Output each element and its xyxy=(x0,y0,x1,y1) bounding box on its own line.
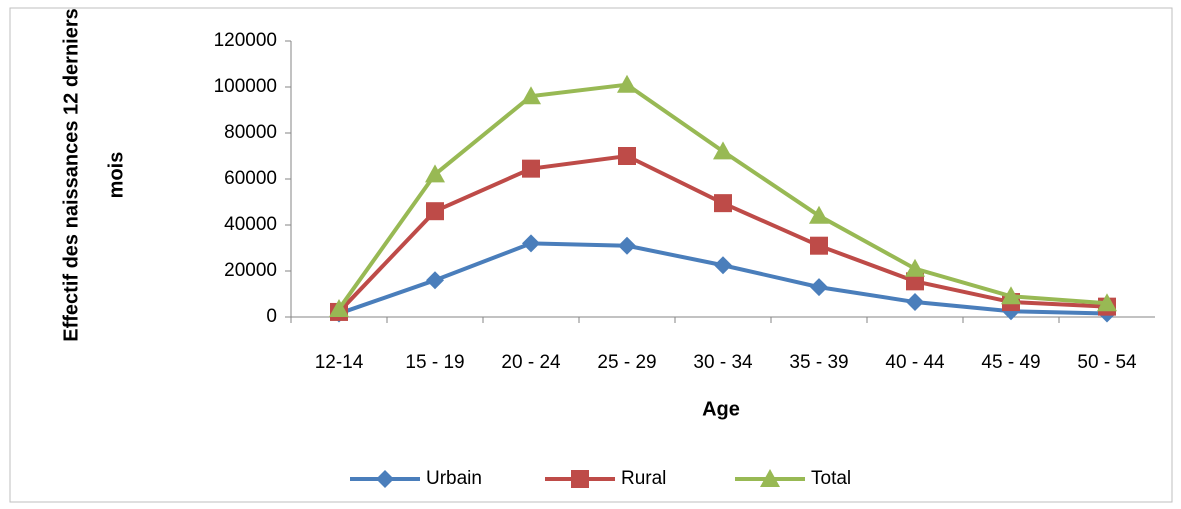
marker xyxy=(617,74,637,93)
x-tick-label: 40 - 44 xyxy=(885,352,945,373)
marker xyxy=(329,298,349,317)
x-tick-label: 15 - 19 xyxy=(405,352,464,373)
marker xyxy=(521,86,541,105)
marker xyxy=(809,205,829,224)
marker xyxy=(376,470,394,488)
marker xyxy=(714,194,732,213)
chart-frame xyxy=(9,7,1173,503)
x-axis-title: Age xyxy=(702,398,740,420)
legend-label: Rural xyxy=(621,468,666,489)
marker xyxy=(426,202,444,221)
marker xyxy=(906,272,924,291)
y-axis-title: Effectif des naissances 12 derniers xyxy=(60,8,82,342)
x-tick-label: 45 - 49 xyxy=(981,352,1040,373)
x-tick-label: 35 - 39 xyxy=(789,352,848,373)
marker xyxy=(1097,293,1117,312)
y-tick-label: 60000 xyxy=(224,168,277,189)
legend-label: Urbain xyxy=(426,468,482,489)
marker xyxy=(522,159,540,178)
marker xyxy=(426,271,444,290)
marker xyxy=(713,141,733,160)
x-tick-label: 12-14 xyxy=(315,352,364,373)
y-tick-label: 100000 xyxy=(214,76,277,97)
y-tick-label: 40000 xyxy=(224,214,277,235)
marker xyxy=(522,234,540,253)
marker xyxy=(425,164,445,183)
marker xyxy=(810,278,828,297)
marker xyxy=(618,147,636,165)
marker xyxy=(905,258,925,277)
y-tick-label: 80000 xyxy=(224,122,277,143)
x-tick-label: 30 - 34 xyxy=(693,352,753,373)
marker xyxy=(906,293,924,312)
y-tick-label: 20000 xyxy=(224,260,277,281)
legend-label: Total xyxy=(811,468,851,489)
marker xyxy=(714,256,732,275)
marker xyxy=(1001,286,1021,305)
x-tick-label: 25 - 29 xyxy=(597,352,656,373)
marker xyxy=(760,469,780,487)
y-tick-label: 120000 xyxy=(214,30,277,51)
y-axis-title: mois xyxy=(105,152,127,199)
marker xyxy=(618,236,636,255)
y-tick-label: 0 xyxy=(266,306,277,327)
marker xyxy=(571,470,589,488)
x-tick-label: 20 - 24 xyxy=(501,352,561,373)
marker xyxy=(810,236,828,255)
x-tick-label: 50 - 54 xyxy=(1077,352,1137,373)
